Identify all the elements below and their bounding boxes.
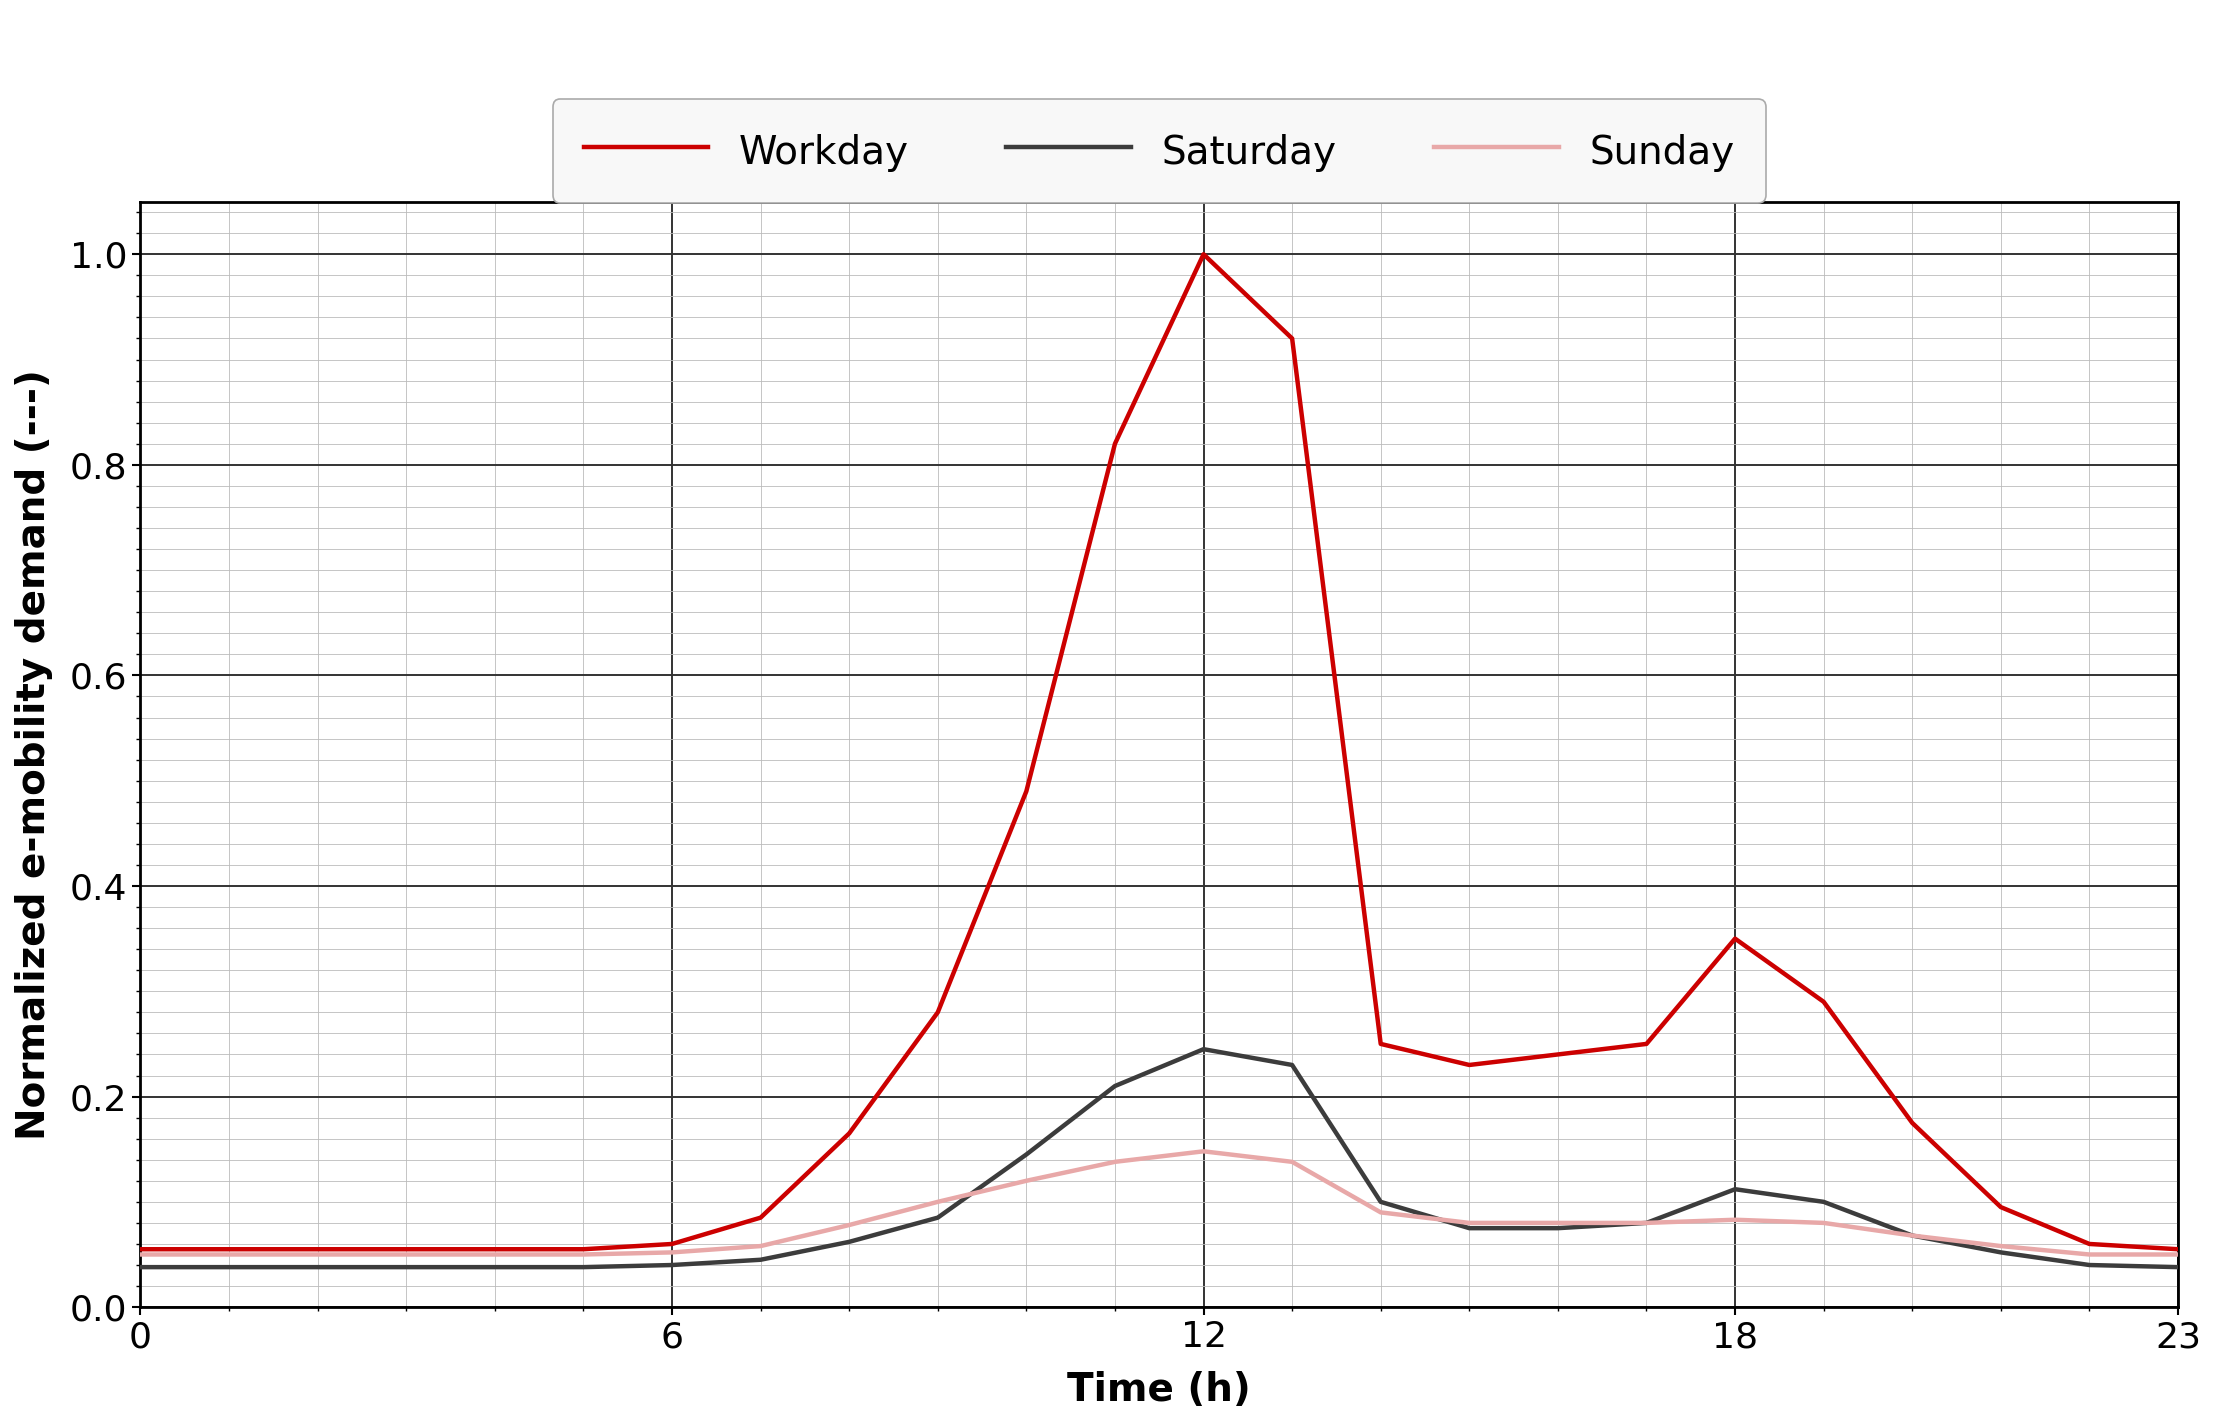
- Sunday: [1279, 1153, 1305, 1171]
- Workday: [126, 1240, 153, 1257]
- Saturday: [1899, 1227, 1926, 1245]
- Saturday: [215, 1259, 242, 1276]
- Legend: Workday, Saturday, Sunday: Workday, Saturday, Sunday: [552, 100, 1766, 202]
- Saturday: [1456, 1219, 1483, 1236]
- Sunday: [1810, 1215, 1837, 1232]
- Sunday: [1456, 1215, 1483, 1232]
- Saturday: [1722, 1180, 1748, 1198]
- Workday: [570, 1240, 596, 1257]
- Saturday: [1810, 1193, 1837, 1210]
- Saturday: [126, 1259, 153, 1276]
- Sunday: [215, 1246, 242, 1263]
- Sunday: [835, 1216, 862, 1233]
- Workday: [1545, 1045, 1571, 1062]
- Saturday: [1633, 1215, 1660, 1232]
- Saturday: [1988, 1243, 2014, 1260]
- Workday: [1988, 1199, 2014, 1216]
- Saturday: [1101, 1078, 1128, 1095]
- Saturday: [481, 1259, 507, 1276]
- Sunday: [1988, 1237, 2014, 1255]
- Workday: [304, 1240, 330, 1257]
- Sunday: [1190, 1143, 1217, 1161]
- Workday: [1279, 330, 1305, 347]
- X-axis label: Time (h): Time (h): [1068, 1371, 1252, 1408]
- Sunday: [2076, 1246, 2103, 1263]
- Saturday: [304, 1259, 330, 1276]
- Workday: [1899, 1115, 1926, 1132]
- Line: Sunday: Sunday: [140, 1152, 2178, 1255]
- Sunday: [747, 1237, 773, 1255]
- Saturday: [1013, 1146, 1039, 1163]
- Saturday: [392, 1259, 419, 1276]
- Sunday: [392, 1246, 419, 1263]
- Sunday: [1899, 1227, 1926, 1245]
- Saturday: [747, 1252, 773, 1269]
- Sunday: [570, 1246, 596, 1263]
- Sunday: [1013, 1172, 1039, 1189]
- Sunday: [126, 1246, 153, 1263]
- Workday: [2076, 1236, 2103, 1253]
- Sunday: [1367, 1203, 1394, 1220]
- Saturday: [1545, 1219, 1571, 1236]
- Workday: [1810, 994, 1837, 1011]
- Saturday: [1279, 1057, 1305, 1074]
- Workday: [1367, 1035, 1394, 1052]
- Workday: [215, 1240, 242, 1257]
- Sunday: [924, 1193, 951, 1210]
- Saturday: [2165, 1259, 2192, 1276]
- Workday: [835, 1125, 862, 1142]
- Saturday: [2076, 1256, 2103, 1273]
- Workday: [1101, 436, 1128, 453]
- Sunday: [1101, 1153, 1128, 1171]
- Saturday: [1367, 1193, 1394, 1210]
- Workday: [1456, 1057, 1483, 1074]
- Line: Saturday: Saturday: [140, 1049, 2178, 1267]
- Sunday: [1545, 1215, 1571, 1232]
- Workday: [924, 1004, 951, 1021]
- Workday: [481, 1240, 507, 1257]
- Saturday: [924, 1209, 951, 1226]
- Sunday: [658, 1243, 685, 1260]
- Y-axis label: Normalized e-mobility demand (---): Normalized e-mobility demand (---): [16, 369, 53, 1139]
- Workday: [1190, 246, 1217, 263]
- Sunday: [304, 1246, 330, 1263]
- Sunday: [481, 1246, 507, 1263]
- Workday: [747, 1209, 773, 1226]
- Workday: [1013, 783, 1039, 800]
- Saturday: [1190, 1041, 1217, 1058]
- Workday: [1633, 1035, 1660, 1052]
- Sunday: [2165, 1246, 2192, 1263]
- Saturday: [570, 1259, 596, 1276]
- Saturday: [835, 1233, 862, 1250]
- Workday: [392, 1240, 419, 1257]
- Sunday: [1722, 1212, 1748, 1229]
- Line: Workday: Workday: [140, 255, 2178, 1249]
- Workday: [2165, 1240, 2192, 1257]
- Sunday: [1633, 1215, 1660, 1232]
- Workday: [658, 1236, 685, 1253]
- Workday: [1722, 930, 1748, 947]
- Saturday: [658, 1256, 685, 1273]
